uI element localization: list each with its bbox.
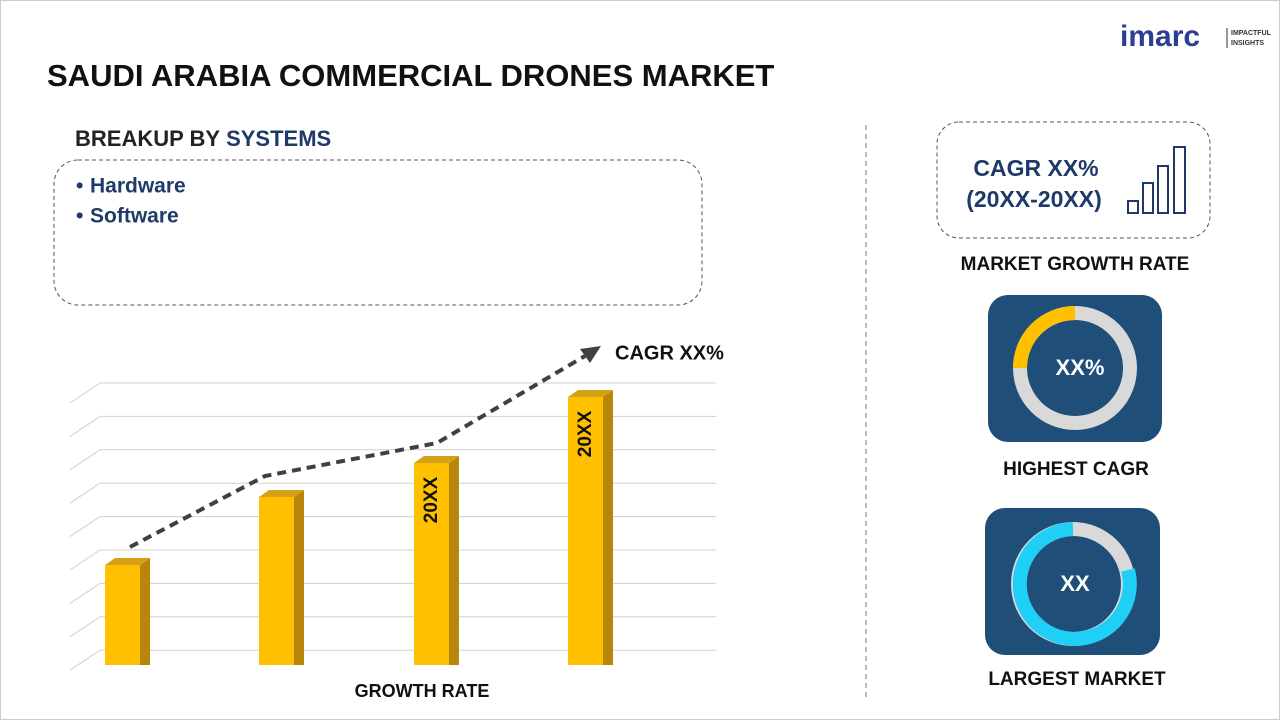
bar-front [568, 397, 603, 665]
breakup-label: BREAKUP BY SYSTEMS [75, 126, 331, 151]
bar-front [105, 565, 140, 665]
grid-line [69, 382, 101, 404]
bar-label: 20XX [575, 410, 596, 457]
logo: imarc [1120, 20, 1200, 53]
card-caption: HIGHEST CAGR [1003, 459, 1149, 480]
growth-card [936, 121, 1211, 239]
bar-side [294, 490, 304, 665]
breakup-prefix: BREAKUP BY [75, 126, 220, 151]
breakup-item: Hardware [90, 175, 186, 198]
icon-bar [1157, 165, 1169, 214]
bar [105, 558, 150, 665]
donut-arc [1012, 522, 1137, 646]
bar-top [568, 390, 613, 397]
card-caption: LARGEST MARKET [988, 669, 1166, 690]
breakup-item: Software [90, 205, 179, 228]
bar-top [105, 558, 150, 565]
card-value: XX% [1056, 355, 1105, 380]
bar-label: 20XX [421, 476, 442, 523]
bar-side [449, 456, 459, 665]
bullet: • [76, 205, 83, 228]
card-value: XX [1060, 571, 1090, 596]
bar-top [414, 456, 459, 463]
bar [259, 490, 304, 665]
grid-lines [69, 382, 716, 671]
bar-top [259, 490, 304, 497]
tagline: INSIGHTS [1231, 40, 1264, 47]
bar [568, 390, 613, 665]
card-caption: MARKET GROWTH RATE [961, 254, 1190, 275]
axis-label: GROWTH RATE [355, 681, 490, 701]
growth-icon [1127, 146, 1186, 214]
bar-front [414, 463, 449, 665]
grid-line [69, 549, 101, 571]
icon-bar [1142, 182, 1154, 214]
breakup-box [53, 159, 703, 306]
donut-arc [1013, 306, 1076, 369]
grid-line [69, 649, 101, 671]
grid-line [69, 415, 101, 437]
bar-side [603, 390, 613, 665]
bullet: • [76, 175, 83, 198]
grid-line [69, 516, 101, 538]
card-title: CAGR XX% [973, 155, 1098, 181]
grid-line [69, 616, 101, 638]
grid-line [69, 449, 101, 471]
icon-bar [1173, 146, 1186, 214]
tagline: IMPACTFUL [1231, 30, 1272, 37]
trend-line [129, 354, 587, 549]
bar [414, 456, 459, 665]
bar-side [140, 558, 150, 665]
breakup-segment: SYSTEMS [226, 126, 331, 151]
bars [105, 390, 613, 665]
trend-arrow [580, 346, 601, 363]
bar-front [259, 497, 294, 665]
grid-line [69, 482, 101, 504]
grid-line [69, 582, 101, 604]
card-subtitle: (20XX-20XX) [966, 186, 1102, 212]
page-title: SAUDI ARABIA COMMERCIAL DRONES MARKET [47, 58, 774, 93]
chart-grid [69, 382, 716, 671]
trend-label: CAGR XX% [615, 342, 724, 364]
icon-bar [1127, 200, 1139, 214]
